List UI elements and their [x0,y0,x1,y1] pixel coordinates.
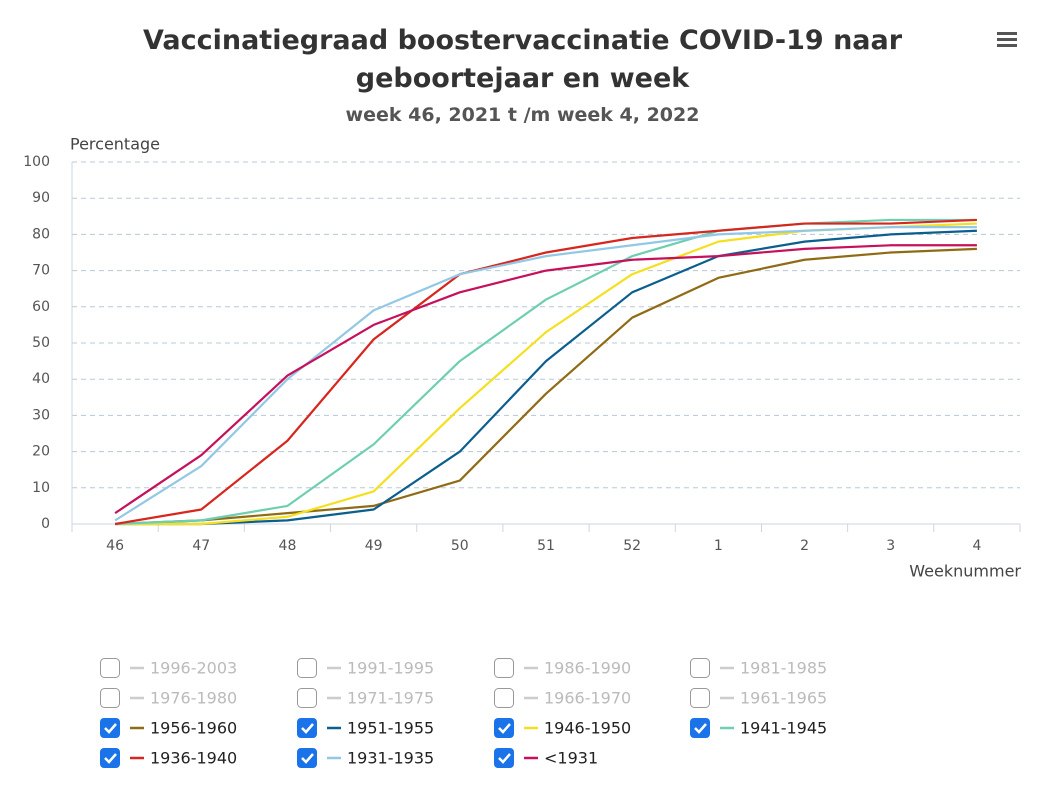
checkbox [690,658,710,678]
legend-item[interactable]: 1946-1950 [494,718,631,738]
legend-item[interactable]: 1981-1985 [690,658,828,678]
checkbox [297,748,317,768]
x-tick-label: 48 [279,538,297,554]
checkbox [100,718,120,738]
legend-label: 1966-1970 [544,689,631,708]
legend-item[interactable]: 1976-1980 [100,688,238,708]
checkmark [498,723,511,734]
checkmark [694,723,707,734]
legend-item[interactable]: 1961-1965 [690,688,828,708]
checkbox [297,718,317,738]
y-tick-label: 30 [32,407,50,423]
legend-label: 1961-1965 [740,689,827,708]
legend-item[interactable]: 1991-1995 [297,658,435,678]
legend-label: 1976-1980 [150,689,237,708]
x-tick-label: 46 [106,538,124,554]
chart-subtitle: week 46, 2021 t /m week 4, 2022 [345,104,700,126]
series-line [114,226,977,522]
x-tick-label: 49 [365,538,383,554]
x-tick-label: 52 [623,538,641,554]
checkbox [494,748,514,768]
checkbox [297,658,317,678]
legend-item[interactable]: 1936-1940 [100,748,237,768]
checkmark [104,753,117,764]
legend-item[interactable]: 1931-1935 [297,748,434,768]
y-tick-label: 90 [32,190,50,206]
y-tick-label: 80 [32,226,50,242]
legend-label: 1956-1960 [150,719,237,738]
legend-item[interactable]: 1966-1970 [494,688,632,708]
y-tick-label: 100 [23,154,50,170]
x-tick-label: 1 [714,538,723,554]
legend-label: 1986-1990 [544,659,631,678]
legend-item[interactable]: 1951-1955 [297,718,434,738]
y-tick-label: 20 [32,444,50,460]
checkbox [100,748,120,768]
legend-label: 1981-1985 [740,659,827,678]
series-line [115,229,977,526]
x-tick-label: 47 [192,538,210,554]
checkmark [498,753,511,764]
legend-label: 1951-1955 [347,719,434,738]
checkbox [494,688,514,708]
legend-label: 1996-2003 [150,659,237,678]
y-axis-label: Percentage [70,135,160,154]
menu-icon[interactable] [997,32,1017,47]
legend-label: 1946-1950 [544,719,631,738]
legend-label: 1941-1945 [740,719,827,738]
legend-label: 1931-1935 [347,749,434,768]
legend-item[interactable]: <1931 [494,748,598,768]
series-line [115,247,977,526]
legend-label: 1936-1940 [150,749,237,768]
y-tick-label: 50 [32,335,50,351]
checkbox [297,688,317,708]
y-tick-label: 40 [32,371,50,387]
legend-item[interactable]: 1986-1990 [494,658,632,678]
checkbox [690,718,710,738]
y-tick-label: 10 [32,480,50,496]
checkbox [494,718,514,738]
series-line [114,244,977,515]
checkmark [301,753,314,764]
x-tick-label: 4 [972,538,981,554]
legend-label: 1991-1995 [347,659,434,678]
legend-item[interactable]: 1971-1975 [297,688,435,708]
series-line [115,218,977,526]
x-tick-label: 51 [537,538,555,554]
checkbox [690,688,710,708]
y-tick-label: 60 [32,299,50,315]
chart-title: Vaccinatiegraad boostervaccinatie COVID-… [142,25,903,94]
legend-label: <1931 [544,749,598,768]
legend-label: 1971-1975 [347,689,434,708]
y-tick-label: 0 [41,516,50,532]
x-axis-label: Weeknummer [909,562,1021,581]
x-tick-label: 2 [800,538,809,554]
checkmark [301,723,314,734]
legend-item[interactable]: 1941-1945 [690,718,827,738]
checkbox [100,658,120,678]
y-tick-label: 70 [32,263,50,279]
series-line [114,218,977,526]
checkbox [100,688,120,708]
checkmark [104,723,117,734]
checkbox [494,658,514,678]
series-line [115,222,977,526]
x-tick-label: 50 [451,538,469,554]
x-tick-label: 3 [886,538,895,554]
legend-item[interactable]: 1996-2003 [100,658,238,678]
legend-item[interactable]: 1956-1960 [100,718,237,738]
